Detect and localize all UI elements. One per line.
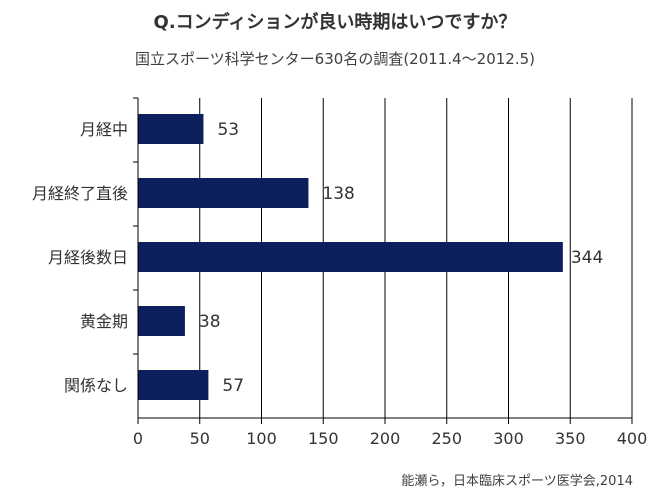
data-label: 53: [217, 120, 239, 140]
data-label: 57: [222, 376, 244, 396]
data-label: 38: [199, 312, 221, 332]
category-label: 月経中: [80, 120, 128, 139]
x-tick-label: 350: [555, 429, 586, 448]
chart-title: Q.コンディションが良い時期はいつですか？: [154, 11, 517, 33]
chart-subtitle: 国立スポーツ科学センター630名の調査(2011.4～2012.5): [135, 50, 535, 68]
category-label: 月経終了直後: [32, 184, 128, 203]
x-tick-label: 400: [617, 429, 648, 448]
category-label: 黄金期: [80, 312, 128, 331]
data-label: 138: [322, 184, 354, 204]
category-label: 月経後数日: [48, 248, 128, 267]
axes: [133, 97, 632, 419]
x-tick-label: 300: [493, 429, 524, 448]
bar: [138, 114, 204, 144]
x-tick-label: 50: [190, 429, 210, 448]
bar: [138, 370, 209, 400]
bars: [138, 114, 563, 400]
labels: 0 50 100 150 200 250 300 350 400 月経中 53 月経終了直後 138 月経…: [32, 120, 647, 448]
data-label: 344: [571, 248, 603, 268]
x-tick-label: 200: [370, 429, 401, 448]
x-tick-label: 250: [431, 429, 462, 448]
bar: [138, 306, 185, 336]
source-note: 能瀬ら，日本臨床スポーツ医学会,2014: [401, 473, 633, 489]
bar: [138, 242, 563, 272]
bar: [138, 178, 309, 208]
x-tick-label: 150: [308, 429, 339, 448]
category-label: 関係なし: [64, 376, 128, 395]
x-tick-label: 0: [133, 429, 143, 448]
x-tick-label: 100: [246, 429, 277, 448]
